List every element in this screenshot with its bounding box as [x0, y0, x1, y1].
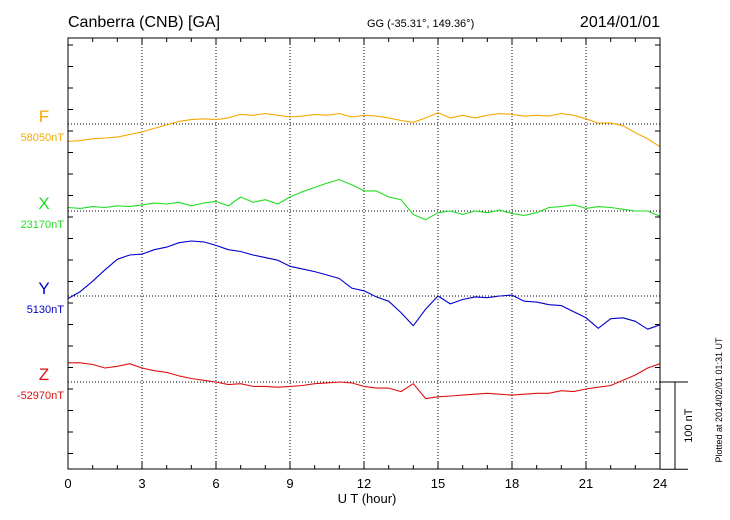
channel-baseline-z: -52970nT	[17, 390, 64, 402]
channel-name-f: F	[39, 107, 49, 126]
traces	[67, 112, 661, 400]
channel-name-x: X	[38, 194, 49, 213]
x-tick-label-7: 21	[579, 476, 593, 491]
trace-z	[68, 362, 661, 400]
channel-baseline-f: 58050nT	[21, 132, 65, 144]
scale-bar: 100 nT	[660, 381, 695, 470]
x-tick-label-1: 3	[138, 476, 145, 491]
channel-name-y: Y	[38, 279, 49, 298]
channel-baseline-y: 5130nT	[27, 304, 65, 316]
x-axis-label: U T (hour)	[338, 491, 397, 506]
station-title: Canberra (CNB) [GA]	[68, 14, 220, 31]
trace-x	[67, 179, 661, 221]
channel-name-z: Z	[39, 365, 49, 384]
station-coordinates: GG (-35.31°, 149.36°)	[367, 18, 474, 30]
x-tick-label-4: 12	[357, 476, 371, 491]
scale-bar-label: 100 nT	[683, 408, 695, 443]
trace-f	[67, 112, 661, 148]
x-axis: 0 3 6 9 12 15 18 21 24	[64, 38, 667, 491]
x-tick-label-3: 9	[286, 476, 293, 491]
x-tick-label-5: 15	[431, 476, 445, 491]
grid	[68, 38, 660, 469]
trace-y	[67, 240, 661, 330]
x-tick-label-8: 24	[653, 476, 667, 491]
x-tick-label-0: 0	[64, 476, 71, 491]
chart-date: 2014/01/01	[580, 14, 660, 31]
plotted-timestamp: Plotted at 2014/02/01 01:31 UT	[714, 337, 724, 463]
channel-labels: F 58050nT X 23170nT Y 5130nT Z -52970nT	[17, 107, 64, 402]
x-tick-label-6: 18	[505, 476, 519, 491]
channel-baseline-x: 23170nT	[21, 219, 65, 231]
x-tick-label-2: 6	[212, 476, 219, 491]
